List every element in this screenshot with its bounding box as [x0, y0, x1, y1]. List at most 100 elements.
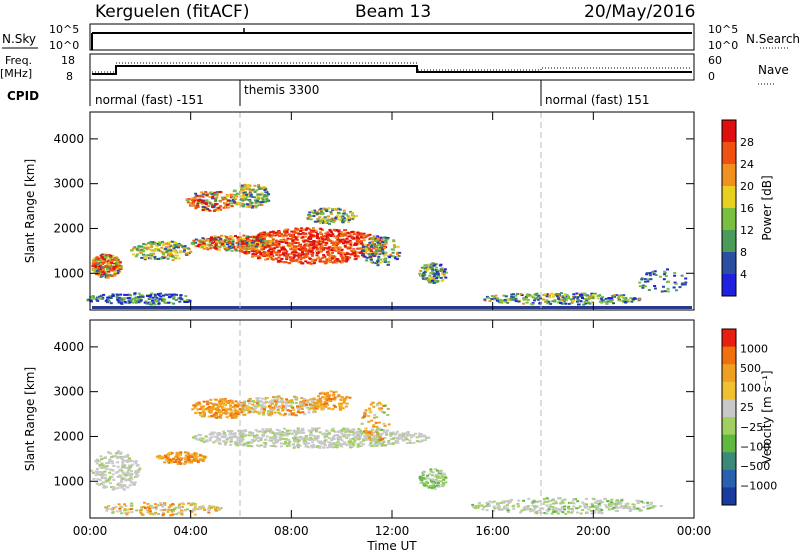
echo-cell [356, 255, 359, 257]
echo-cell [163, 509, 166, 511]
colorbar-tick-label: 4 [740, 268, 747, 281]
echo-cell [608, 503, 611, 505]
echo-cell [498, 509, 501, 511]
echo-cell [226, 195, 229, 197]
echo-cell [191, 199, 194, 201]
echo-cell [168, 242, 171, 244]
echo-cell [520, 510, 523, 512]
echo-cell [189, 202, 192, 204]
echo-cell [237, 239, 240, 241]
echo-cell [352, 443, 355, 445]
echo-cell [197, 200, 200, 202]
echo-cell [199, 437, 202, 439]
echo-cell [140, 507, 143, 509]
echo-cell [261, 192, 264, 194]
echo-cell [294, 255, 297, 257]
echo-cell [556, 509, 559, 511]
echo-cell [494, 295, 497, 297]
echo-cell [270, 255, 273, 257]
echo-cell [576, 301, 579, 303]
echo-cell [130, 511, 133, 513]
echo-cell [319, 401, 322, 403]
echo-cell [264, 439, 267, 441]
echo-cell [214, 412, 217, 414]
echo-cell [266, 436, 269, 438]
echo-cell [423, 267, 426, 269]
echo-cell [563, 298, 566, 300]
echo-cell [256, 236, 259, 238]
power-colorbar-cells [722, 120, 736, 297]
echo-cell [312, 407, 315, 409]
echo-cell [360, 242, 363, 244]
echo-cell [294, 431, 297, 433]
echo-cell [269, 231, 272, 233]
echo-cell [90, 296, 93, 298]
echo-cell [172, 298, 175, 300]
echo-cell [199, 458, 202, 460]
echo-cell [684, 278, 687, 280]
echo-cell [381, 251, 384, 253]
echo-cell [661, 291, 664, 293]
echo-cell [667, 288, 670, 290]
colorbar-cell [722, 208, 736, 231]
echo-cell [288, 445, 291, 447]
echo-cell [293, 396, 296, 398]
echo-cell [547, 510, 550, 512]
echo-cell [107, 255, 110, 257]
echo-cell [244, 429, 247, 431]
echo-cell [310, 218, 313, 220]
echo-cell [368, 242, 371, 244]
nsearch-label: N.Search [746, 32, 800, 46]
echo-cell [258, 445, 261, 447]
echo-cell [649, 272, 652, 274]
echo-cell [273, 244, 276, 246]
echo-cell [271, 437, 274, 439]
echo-cell [116, 452, 119, 454]
echo-cell [387, 440, 390, 442]
echo-cell [263, 231, 266, 233]
echo-cell [533, 299, 536, 301]
echo-cell [229, 408, 232, 410]
echo-cell [523, 299, 526, 301]
echo-cell [371, 439, 374, 441]
echo-cell [304, 239, 307, 241]
power-colorbar-label: Power [dB] [760, 175, 774, 240]
echo-cell [301, 236, 304, 238]
echo-cell [163, 257, 166, 259]
echo-cell [592, 294, 595, 296]
echo-cell [347, 429, 350, 431]
echo-cell [105, 265, 108, 267]
echo-cell [280, 445, 283, 447]
colorbar-cell [722, 186, 736, 209]
echo-cell [419, 479, 422, 481]
echo-cell [605, 298, 608, 300]
echo-cell [644, 285, 647, 287]
echo-cell [608, 509, 611, 511]
echo-cell [370, 246, 373, 248]
echo-cell [216, 436, 219, 438]
echo-cell [173, 250, 176, 252]
echo-cell [488, 505, 491, 507]
echo-cell [345, 261, 348, 263]
echo-cell [169, 459, 172, 461]
echo-cell [571, 510, 574, 512]
echo-cell [214, 247, 217, 249]
echo-cell [659, 276, 662, 278]
echo-cell [333, 229, 336, 231]
echo-cell [595, 502, 598, 504]
echo-cell [111, 275, 114, 277]
echo-cell [653, 285, 656, 287]
echo-cell [307, 218, 310, 220]
echo-cell [392, 438, 395, 440]
echo-cell [375, 441, 378, 443]
echo-cell [101, 275, 104, 277]
echo-cell [633, 297, 636, 299]
echo-cell [235, 249, 238, 251]
echo-cell [125, 514, 128, 516]
echo-cell [174, 255, 177, 257]
echo-cell [222, 440, 225, 442]
echo-cell [301, 251, 304, 253]
echo-cell [284, 443, 287, 445]
echo-cell [431, 271, 434, 273]
echo-cell [591, 503, 594, 505]
